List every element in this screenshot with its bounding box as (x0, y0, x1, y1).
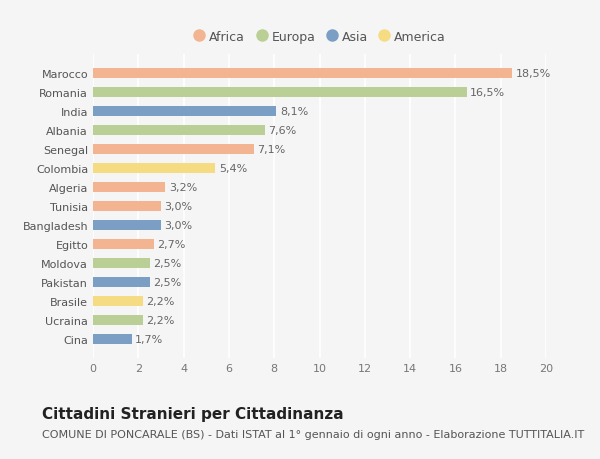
Text: 18,5%: 18,5% (515, 69, 551, 79)
Bar (93, 145, 254, 155)
Text: Cittadini Stranieri per Cittadinanza: Cittadini Stranieri per Cittadinanza (42, 406, 344, 421)
Text: 7,6%: 7,6% (269, 126, 297, 136)
Text: 8,1%: 8,1% (280, 107, 308, 117)
Bar (93, 69, 512, 79)
Bar (93, 220, 161, 231)
Bar (93, 334, 131, 344)
Bar (93, 182, 166, 193)
Legend: Africa, Europa, Asia, America: Africa, Europa, Asia, America (193, 31, 446, 44)
Text: 2,5%: 2,5% (153, 277, 181, 287)
Bar (93, 277, 149, 287)
Text: 7,1%: 7,1% (257, 145, 286, 155)
Bar (93, 239, 154, 250)
Text: 1,7%: 1,7% (135, 334, 163, 344)
Text: 3,2%: 3,2% (169, 183, 197, 193)
Bar (93, 88, 467, 98)
Bar (93, 296, 143, 307)
Text: 2,5%: 2,5% (153, 258, 181, 269)
Bar (93, 202, 161, 212)
Bar (93, 315, 143, 325)
Text: 2,2%: 2,2% (146, 315, 175, 325)
Text: 16,5%: 16,5% (470, 88, 505, 98)
Text: 3,0%: 3,0% (164, 202, 193, 212)
Text: 5,4%: 5,4% (219, 164, 247, 174)
Bar (93, 106, 277, 117)
Bar (93, 126, 265, 136)
Text: COMUNE DI PONCARALE (BS) - Dati ISTAT al 1° gennaio di ogni anno - Elaborazione : COMUNE DI PONCARALE (BS) - Dati ISTAT al… (42, 429, 584, 439)
Text: 2,2%: 2,2% (146, 296, 175, 306)
Bar (93, 258, 149, 269)
Bar (93, 163, 215, 174)
Text: 3,0%: 3,0% (164, 220, 193, 230)
Text: 2,7%: 2,7% (158, 240, 186, 249)
